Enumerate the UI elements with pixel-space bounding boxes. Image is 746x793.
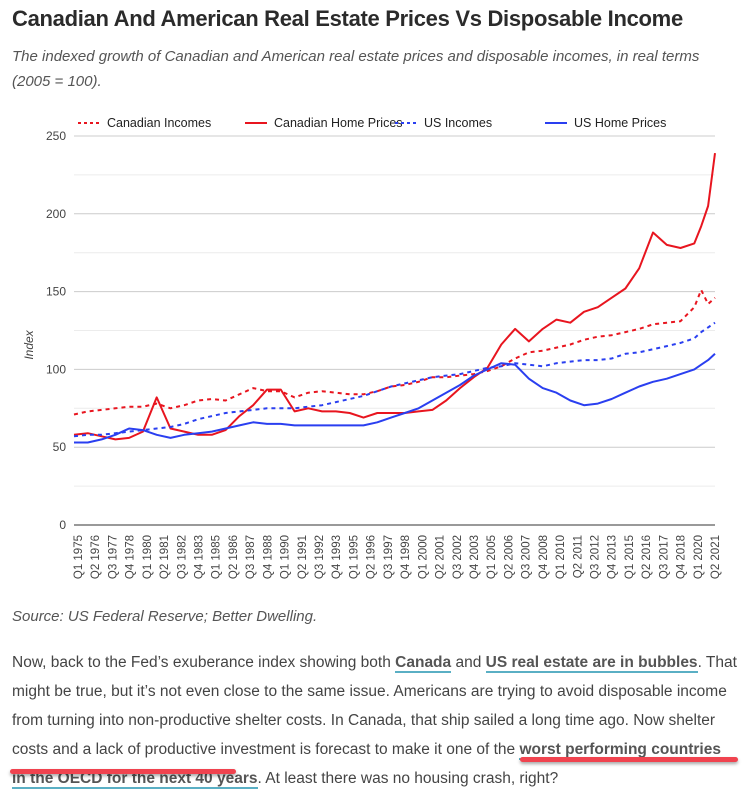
x-tick-label: Q3 2017	[658, 535, 670, 579]
x-tick-label: Q3 1987	[245, 535, 257, 579]
x-tick-label: Q3 2002	[452, 535, 464, 579]
legend-item[interactable]: US Incomes	[395, 116, 492, 130]
x-tick-label: Q2 1986	[228, 535, 240, 579]
x-tick-label: Q1 1990	[280, 535, 292, 579]
x-tick-label: Q2 1991	[297, 535, 309, 579]
x-tick-label: Q1 2015	[624, 535, 636, 579]
x-tick-label: Q1 2010	[555, 535, 567, 579]
series-line-us-home-prices	[74, 353, 716, 444]
paragraph-text: and	[451, 654, 486, 671]
x-tick-label: Q4 2008	[538, 535, 550, 579]
x-tick-label: Q4 1988	[262, 535, 274, 579]
us-bubbles-link[interactable]: US real estate are in bubbles	[485, 654, 698, 673]
x-tick-label: Q2 1996	[366, 535, 378, 579]
x-tick-label: Q4 1993	[331, 535, 343, 579]
x-tick-label: Q4 2018	[676, 535, 688, 579]
legend-label: US Home Prices	[574, 116, 666, 130]
x-tick-label: Q1 2000	[417, 535, 429, 579]
x-tick-label: Q4 1978	[125, 535, 137, 579]
paragraph-text: Now, back to the Fed’s exuberance index …	[12, 654, 396, 671]
red-highlight-underline	[10, 769, 236, 774]
legend: Canadian Incomes Canadian Home Prices US I…	[78, 116, 666, 130]
x-tick-label: Q1 1985	[211, 535, 223, 579]
legend-item[interactable]: Canadian Home Prices	[245, 116, 403, 130]
paragraph-text: . At least there was no housing crash, r…	[257, 770, 559, 787]
x-tick-label: Q2 2001	[435, 535, 447, 579]
y-tick-label: 150	[46, 285, 66, 299]
article-paragraph: Now, back to the Fed’s exuberance index …	[12, 648, 738, 793]
chart-title: Canadian And American Real Estate Prices…	[12, 6, 683, 31]
y-tick-label: 100	[46, 362, 66, 376]
x-tick-label: Q2 2006	[503, 535, 515, 579]
x-tick-label: Q3 1982	[176, 535, 188, 579]
series-line-us-incomes	[73, 321, 716, 438]
x-tick-label: Q3 2012	[589, 535, 601, 579]
x-tick-label: Q3 1977	[107, 535, 119, 579]
x-tick-label: Q2 2011	[572, 535, 584, 578]
y-tick-label: 0	[59, 518, 66, 532]
red-highlight-underline	[520, 757, 738, 762]
x-tick-label: Q2 1981	[159, 535, 171, 579]
x-tick-label: Q1 1980	[142, 535, 154, 579]
x-axis-ticks: Q1 1975 Q2 1976 Q3 1977 Q4 1978 Q1 1980 Q2 19…	[73, 535, 722, 579]
x-tick-label: Q4 1983	[194, 535, 206, 579]
x-tick-label: Q2 2021	[710, 535, 722, 579]
legend-item[interactable]: Canadian Incomes	[78, 116, 211, 130]
x-tick-label: Q4 1998	[400, 535, 412, 579]
line-chart: 0 50 100 150 200 250 Index Q1 1975 Q2 1976 Q3 1…	[22, 116, 722, 579]
x-tick-label: Q3 2007	[521, 535, 533, 579]
x-tick-label: Q3 1992	[314, 535, 326, 579]
x-tick-label: Q3 1997	[383, 535, 395, 579]
y-axis-label: Index	[22, 329, 36, 359]
canada-link[interactable]: Canada	[395, 654, 452, 673]
y-tick-label: 200	[46, 207, 66, 221]
y-tick-label: 250	[46, 129, 66, 143]
chart-subtitle: The indexed growth of Canadian and Ameri…	[12, 48, 700, 90]
series-lines	[73, 152, 716, 444]
paragraph-text: . That might be true, but it’s not even …	[12, 654, 737, 758]
x-tick-label: Q1 1995	[348, 535, 360, 579]
legend-item[interactable]: US Home Prices	[545, 116, 666, 130]
x-tick-label: Q1 1975	[73, 535, 85, 579]
legend-label: Canadian Incomes	[107, 116, 211, 130]
gridlines	[74, 135, 715, 526]
y-axis-ticks: 0 50 100 150 200 250	[46, 129, 66, 532]
x-tick-label: Q4 2013	[607, 535, 619, 579]
y-tick-label: 50	[53, 440, 67, 454]
source-caption: Source: US Federal Reserve; Better Dwell…	[12, 608, 318, 625]
legend-label: US Incomes	[424, 116, 492, 130]
series-line-canadian-incomes	[73, 289, 716, 416]
x-tick-label: Q4 2003	[469, 535, 481, 579]
x-tick-label: Q2 1976	[90, 535, 102, 579]
legend-label: Canadian Home Prices	[274, 116, 403, 130]
x-tick-label: Q1 2020	[693, 535, 705, 579]
x-tick-label: Q2 2016	[641, 535, 653, 579]
x-tick-label: Q1 2005	[486, 535, 498, 579]
